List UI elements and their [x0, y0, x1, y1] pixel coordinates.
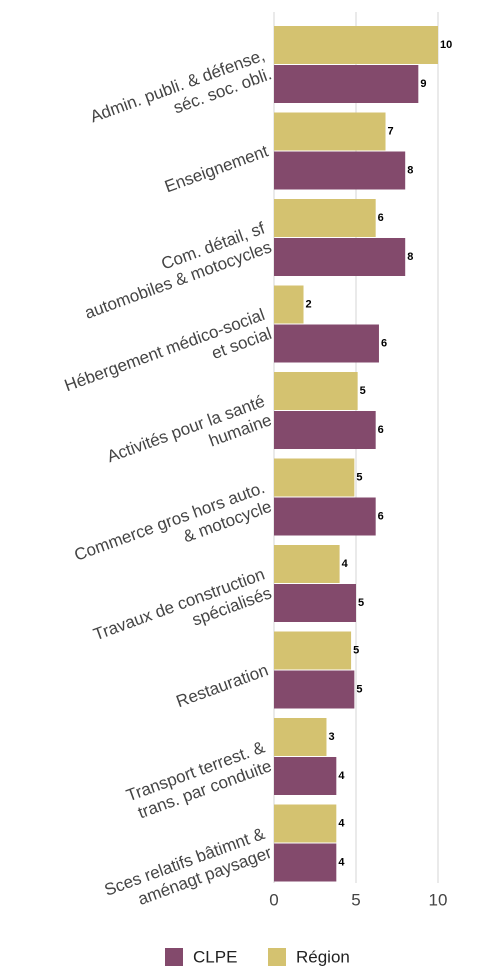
value-label: 2	[306, 298, 312, 310]
value-label: 3	[328, 731, 334, 743]
bar	[274, 545, 340, 583]
bar	[274, 112, 386, 151]
category-label: Admin. publi. & défense,séc. soc. obli.	[88, 46, 275, 146]
value-label: 5	[360, 385, 366, 397]
bar	[274, 285, 304, 324]
value-label: 5	[356, 683, 362, 695]
category-label: Restauration	[174, 661, 271, 712]
value-label: 6	[378, 424, 384, 436]
value-label: 6	[378, 212, 384, 224]
category-label: Commerce gros hors auto.& motocycle	[72, 478, 274, 583]
bar	[274, 757, 337, 795]
value-label: 6	[381, 337, 387, 349]
category-label: Enseignement	[162, 142, 271, 197]
value-label: 6	[378, 510, 384, 522]
legend-swatch	[268, 948, 286, 966]
legend-label: CLPE	[193, 947, 237, 966]
bar	[274, 718, 327, 756]
value-label: 4	[338, 856, 345, 868]
bar	[274, 65, 419, 103]
value-label: 5	[358, 597, 364, 609]
category-label: Transport terrest. &trans. par conduite	[124, 738, 275, 825]
bar	[274, 670, 355, 709]
bar	[274, 151, 406, 190]
category-label: Travaux de constructionspécialisés	[91, 565, 274, 663]
value-label: 8	[407, 164, 413, 176]
bar	[274, 804, 337, 843]
bar	[274, 324, 379, 363]
bar	[274, 584, 356, 622]
legend-swatch	[165, 948, 183, 966]
x-tick-label: 10	[429, 890, 448, 909]
category-label: Sces relatifs bâtimnt &aménagt paysager	[102, 824, 275, 919]
legend-label: Région	[296, 947, 350, 966]
value-label: 4	[338, 770, 345, 782]
value-label: 10	[440, 39, 452, 51]
value-label: 5	[353, 644, 359, 656]
x-tick-label: 0	[269, 890, 278, 909]
bar	[274, 26, 438, 64]
value-label: 5	[356, 471, 362, 483]
x-tick-label: 5	[351, 890, 360, 909]
category-label: Com. détail, sfautomobiles & motocycles	[75, 219, 274, 323]
category-label: Activités pour la santéhumaine	[105, 392, 275, 486]
bar	[274, 238, 406, 276]
bar	[274, 843, 337, 882]
bar	[274, 497, 376, 536]
bar	[274, 372, 358, 410]
value-label: 4	[342, 558, 349, 570]
bar	[274, 631, 352, 670]
bar	[274, 458, 355, 497]
value-label: 7	[388, 125, 394, 137]
value-label: 8	[407, 251, 413, 263]
bar	[274, 411, 376, 449]
bar	[274, 199, 376, 237]
value-label: 4	[338, 817, 345, 829]
value-label: 9	[420, 78, 426, 90]
